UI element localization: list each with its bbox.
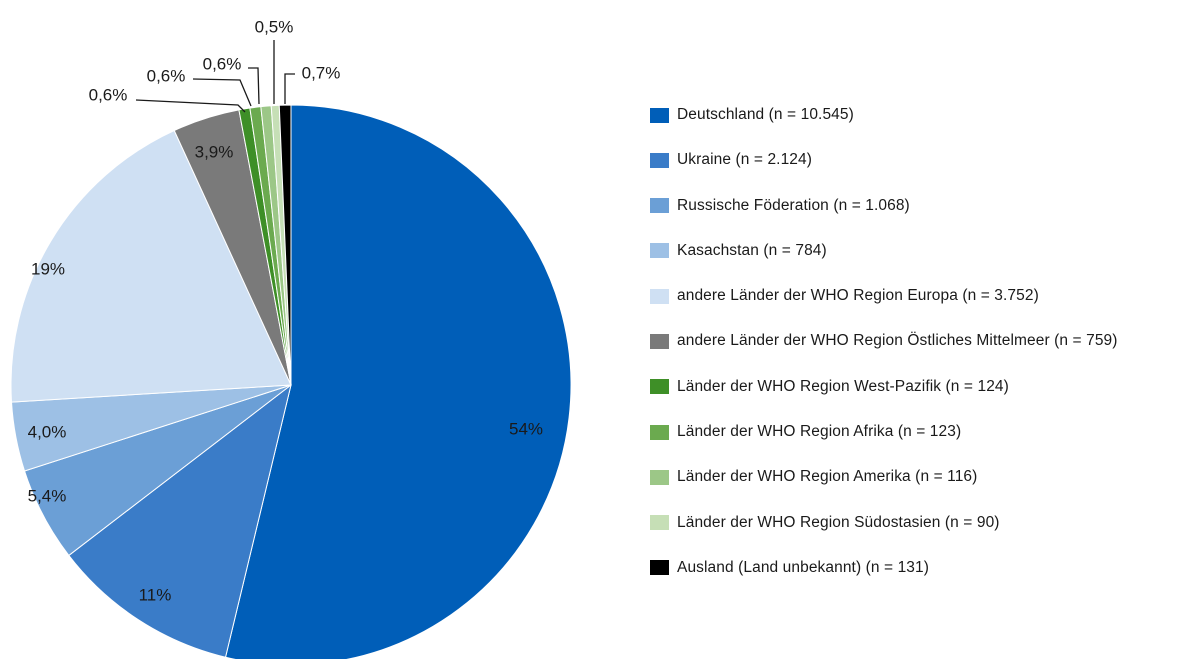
legend-swatch xyxy=(650,243,669,259)
legend-swatch xyxy=(650,333,669,349)
slice-value-label: 0,6% xyxy=(147,66,186,85)
legend-swatch xyxy=(650,515,669,531)
legend-item: Länder der WHO Region Südostasien (n = 9… xyxy=(650,512,1118,534)
legend-item: Länder der WHO Region West-Pazifik (n = … xyxy=(650,376,1118,398)
pie-labels: 54% 11% 5,4% 4,0% 19% 3,9% 0,6% 0,6% 0,6% 0,5% 0,7… xyxy=(28,17,543,604)
slice-value-label: 0,7% xyxy=(302,63,341,82)
pie-slice xyxy=(278,104,292,386)
slice-value-label: 3,9% xyxy=(195,142,234,161)
legend-label: andere Länder der WHO Region Östliches M… xyxy=(677,332,1118,350)
legend: Deutschland (n = 10.545) Ukraine (n = 2.1… xyxy=(650,104,1118,602)
legend-label: Deutschland (n = 10.545) xyxy=(677,106,854,123)
leader-lines xyxy=(135,40,295,113)
pie-slice xyxy=(224,104,572,659)
legend-item: andere Länder der WHO Region Europa (n =… xyxy=(650,285,1118,307)
slice-value-label: 0,6% xyxy=(203,54,242,73)
leader-line xyxy=(248,67,260,105)
legend-item: Ausland (Land unbekannt) (n = 131) xyxy=(650,557,1118,579)
slice-value-label: 4,0% xyxy=(28,422,67,441)
legend-swatch xyxy=(650,152,669,168)
legend-item: Russische Föderation (n = 1.068) xyxy=(650,195,1118,217)
legend-swatch xyxy=(650,288,669,304)
slice-value-label: 11% xyxy=(139,585,172,604)
legend-swatch xyxy=(650,379,669,395)
legend-label: Länder der WHO Region Amerika (n = 116) xyxy=(677,468,978,486)
legend-label: Länder der WHO Region West-Pazifik (n = … xyxy=(677,377,1009,395)
legend-swatch xyxy=(650,198,669,214)
legend-label: Ausland (Land unbekannt) (n = 131) xyxy=(677,558,930,576)
legend-item: Ukraine (n = 2.124) xyxy=(650,149,1118,171)
pie-chart: 54% 11% 5,4% 4,0% 19% 3,9% 0,6% 0,6% 0,6% 0,5% 0,7… xyxy=(10,17,572,659)
legend-swatch xyxy=(650,469,669,485)
legend-label: andere Länder der WHO Region Europa (n =… xyxy=(677,287,1039,305)
legend-swatch xyxy=(650,107,669,123)
slice-value-label: 5,4% xyxy=(28,486,67,505)
pie-slice xyxy=(68,383,292,658)
pie-slices xyxy=(10,104,572,659)
legend-swatch xyxy=(650,560,669,576)
legend-label: Länder der WHO Region Afrika (n = 123) xyxy=(677,423,962,441)
legend-item: Deutschland (n = 10.545) xyxy=(650,104,1118,126)
leader-line xyxy=(192,78,252,107)
legend-item: Kasachstan (n = 784) xyxy=(650,240,1118,262)
leader-line xyxy=(284,73,295,104)
legend-item: andere Länder der WHO Region Östliches M… xyxy=(650,330,1118,352)
legend-label: Ukraine (n = 2.124) xyxy=(677,151,813,169)
slice-value-label: 0,6% xyxy=(89,85,128,104)
slice-value-label: 19% xyxy=(31,259,65,278)
slice-value-label: 54% xyxy=(509,419,543,438)
slice-value-label: 0,5% xyxy=(255,17,294,36)
legend-swatch xyxy=(650,424,669,440)
legend-item: Länder der WHO Region Afrika (n = 123) xyxy=(650,421,1118,443)
pie-slice xyxy=(10,129,292,403)
legend-label: Länder der WHO Region Südostasien (n = 9… xyxy=(677,513,1000,531)
legend-item: Länder der WHO Region Amerika (n = 116) xyxy=(650,466,1118,488)
legend-label: Kasachstan (n = 784) xyxy=(677,241,827,259)
legend-label: Russische Föderation (n = 1.068) xyxy=(677,196,910,214)
leader-line xyxy=(135,99,246,113)
